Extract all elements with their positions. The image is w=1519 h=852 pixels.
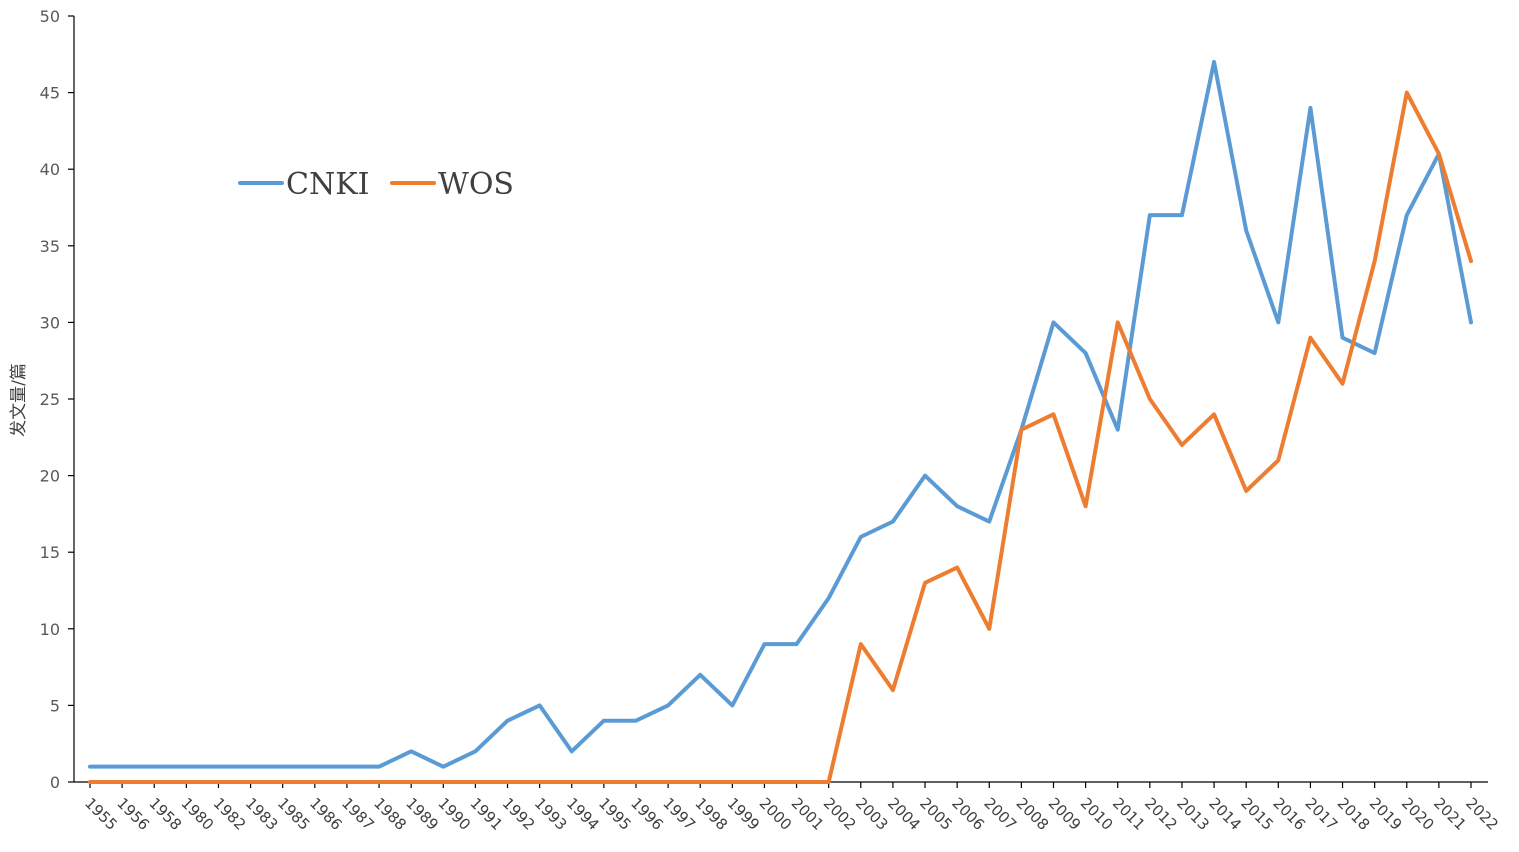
x-tick-label: 2005: [916, 794, 956, 834]
x-tick-label: 1988: [370, 794, 410, 834]
x-tick-label: 1991: [467, 794, 507, 834]
x-tick-label: 2006: [948, 794, 988, 834]
x-tick-label: 2011: [1109, 794, 1149, 834]
series-lines: [88, 59, 1473, 784]
x-tick-label: 2014: [1205, 794, 1245, 834]
y-tick-label: 40: [40, 160, 60, 179]
x-tick-label: 2003: [852, 794, 892, 834]
x-tick-label: 2021: [1430, 794, 1470, 834]
x-tick-label: 2008: [1013, 794, 1053, 834]
y-tick-label: 45: [40, 84, 60, 103]
x-tick-label: 1989: [402, 794, 442, 834]
x-tick-label: 1980: [178, 794, 218, 834]
y-tick-label: 10: [40, 620, 60, 639]
y-axis: 0 5 10 15 20 25 30 35 40 45 50: [40, 7, 75, 792]
series-line-wos: [88, 90, 1473, 784]
y-tick-label: 35: [40, 237, 60, 256]
x-tick-label: 2009: [1045, 794, 1085, 834]
series-line-cnki: [88, 59, 1473, 769]
x-tick-label: 2001: [788, 794, 828, 834]
x-tick-label: 2015: [1237, 794, 1277, 834]
x-tick-label: 1955: [81, 794, 121, 834]
x-tick-label: 1995: [595, 794, 635, 834]
x-tick-label: 1996: [627, 794, 667, 834]
legend: CNKI WOS: [238, 167, 514, 202]
x-tick-label: 1994: [563, 794, 603, 834]
y-tick-label: 30: [40, 313, 60, 332]
legend-label-wos: WOS: [438, 167, 514, 202]
x-tick-label: 2010: [1077, 794, 1117, 834]
y-tick-label: 15: [40, 543, 60, 562]
x-tick-label: 1985: [274, 794, 314, 834]
y-tick-label: 5: [50, 696, 60, 715]
x-axis: 1955195619581980198219831985198619871988…: [74, 781, 1502, 834]
x-tick-label: 2020: [1398, 794, 1438, 834]
x-tick-label: 1983: [242, 794, 282, 834]
x-tick-label: 1997: [659, 794, 699, 834]
x-tick-label: 2017: [1302, 794, 1342, 834]
y-tick-label: 50: [40, 7, 60, 26]
y-tick-label: 20: [40, 467, 60, 486]
x-tick-label: 2016: [1269, 794, 1309, 834]
x-tick-label: 1992: [499, 794, 539, 834]
x-tick-label: 2019: [1366, 794, 1406, 834]
x-tick-label: 2012: [1141, 794, 1181, 834]
legend-label-cnki: CNKI: [286, 167, 369, 202]
x-tick-label: 1990: [434, 794, 474, 834]
x-tick-label: 1982: [210, 794, 250, 834]
y-axis-label: 发文量/篇: [9, 363, 29, 437]
x-tick-label: 2000: [756, 794, 796, 834]
x-tick-label: 2002: [820, 794, 860, 834]
x-tick-label: 2013: [1173, 794, 1213, 834]
x-tick-label: 1999: [723, 794, 763, 834]
y-tick-label: 25: [40, 390, 60, 409]
x-tick-label: 1993: [531, 794, 571, 834]
x-tick-label: 2007: [980, 794, 1020, 834]
x-tick-label: 2022: [1462, 794, 1502, 834]
x-tick-label: 1956: [113, 794, 153, 834]
x-tick-label: 1958: [145, 794, 185, 834]
x-tick-label: 1987: [338, 794, 378, 834]
x-tick-label: 1998: [691, 794, 731, 834]
y-tick-label: 0: [50, 773, 60, 792]
x-tick-label: 2018: [1334, 794, 1374, 834]
x-tick-label: 2004: [884, 794, 924, 834]
x-tick-label: 1986: [306, 794, 346, 834]
